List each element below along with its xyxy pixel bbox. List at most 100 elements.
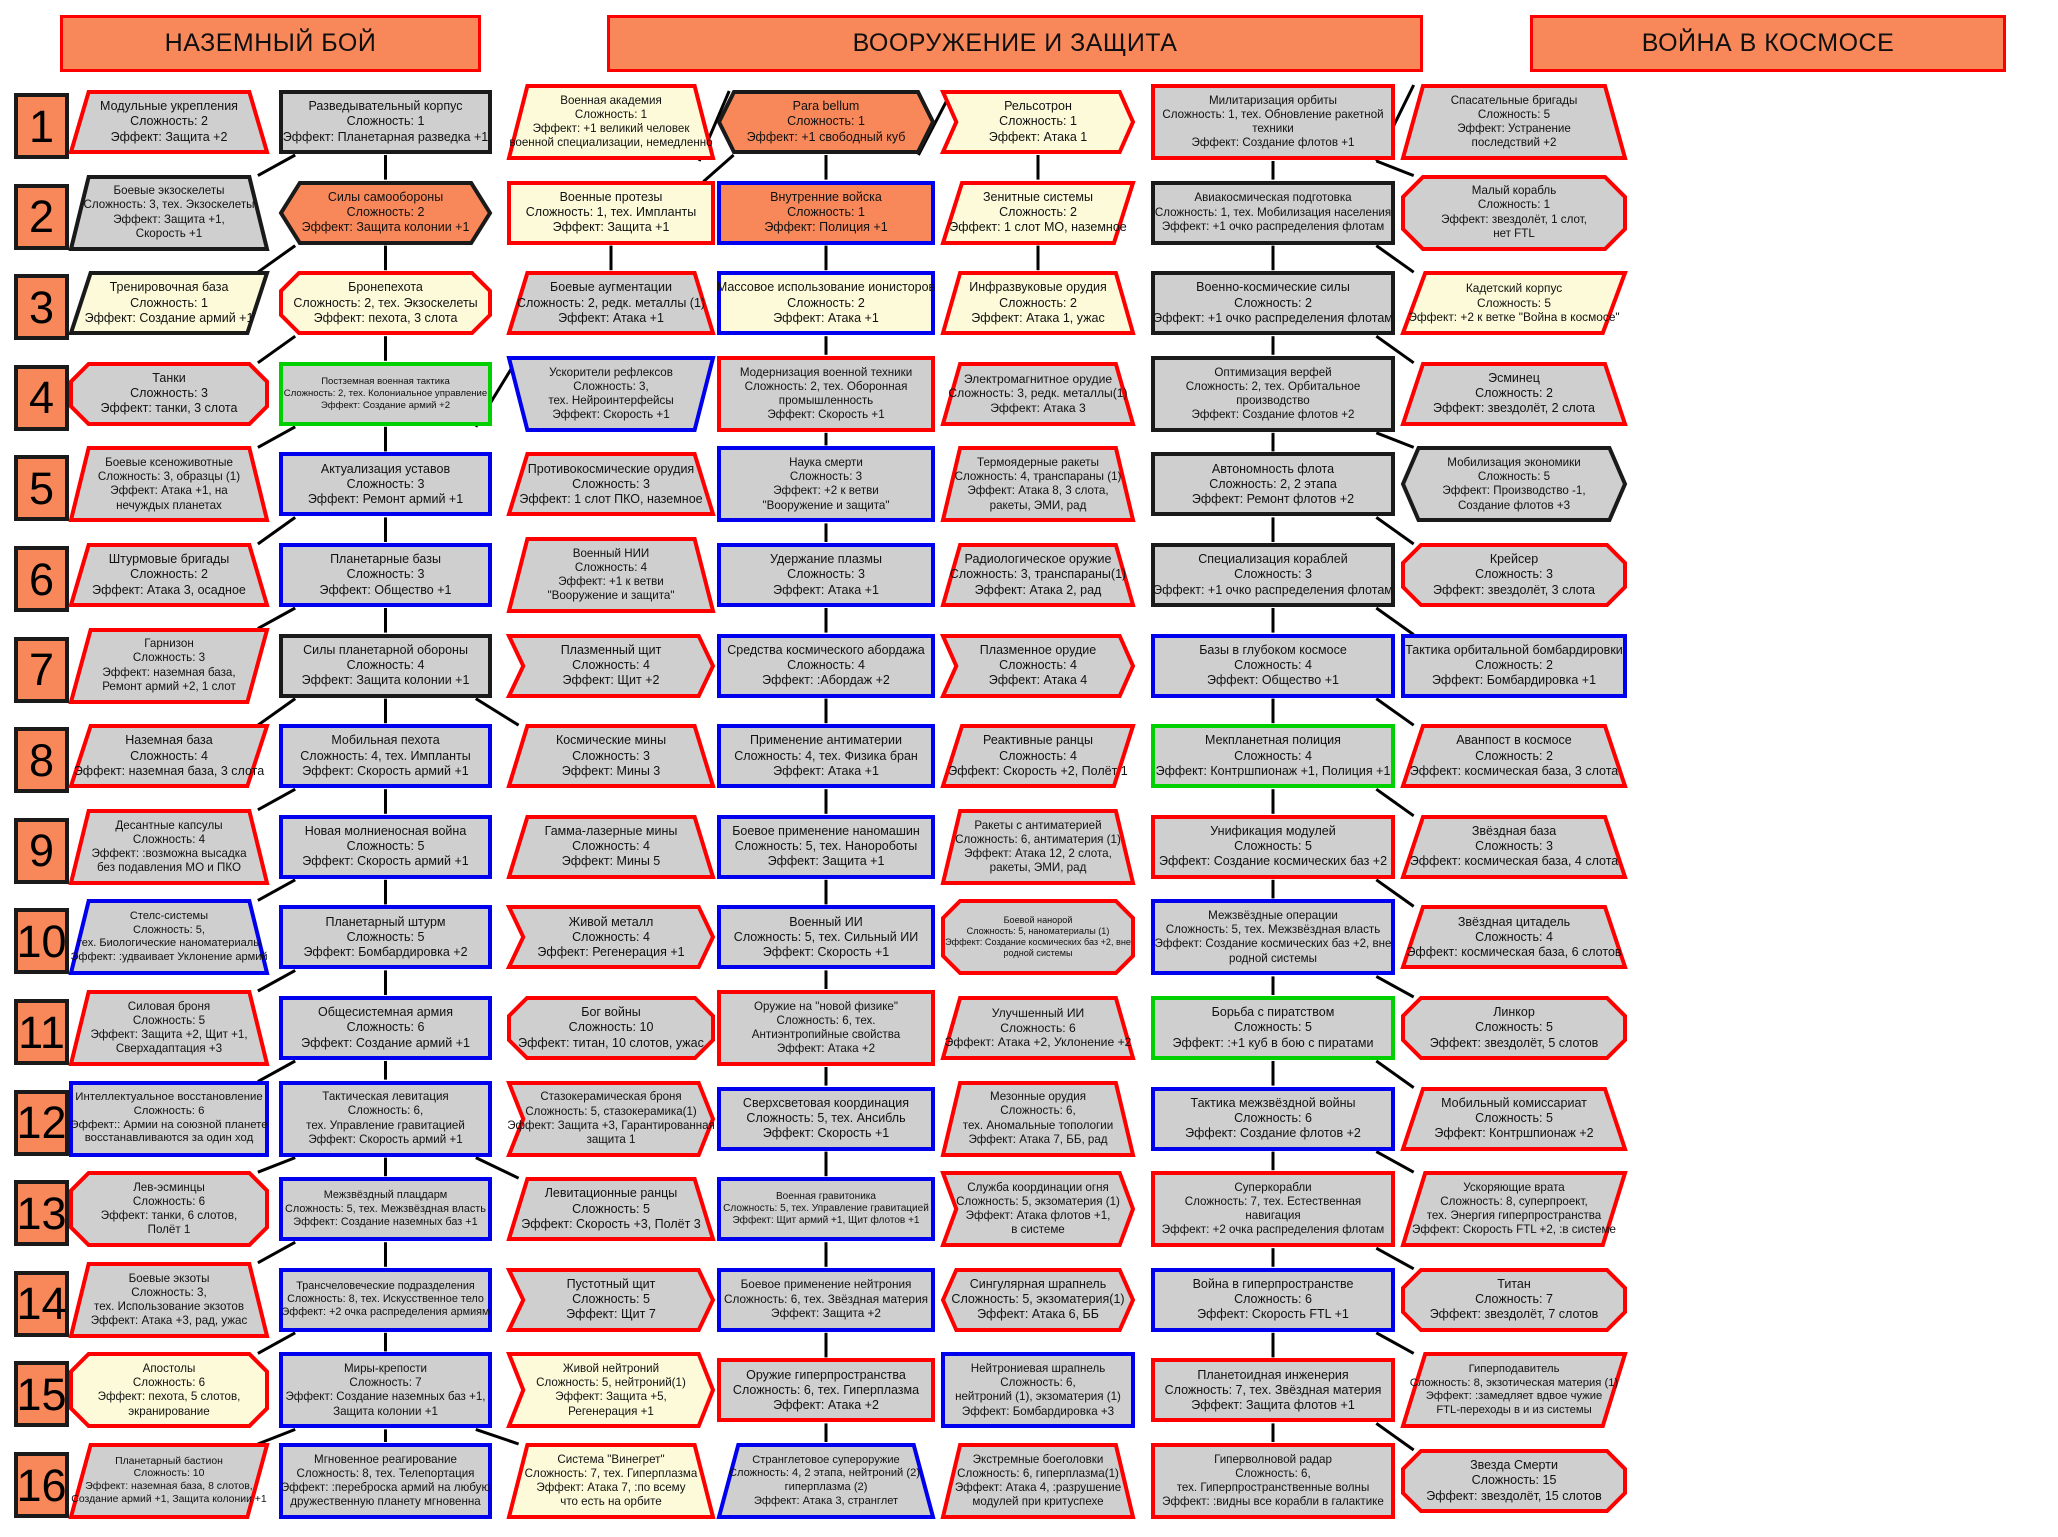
tech-node-s16a[interactable]: Гиперволновой радар Сложность: 6, тех. Гип… bbox=[1150, 1442, 1396, 1520]
tech-node-w2c[interactable]: Зенитные системы Сложность: 2 Эффект: 1 сл… bbox=[940, 180, 1136, 246]
tech-node-w11b[interactable]: Оружие на "новой физике" Сложность: 6, те… bbox=[716, 989, 936, 1067]
tech-node-w1a[interactable]: Военная академия Сложность: 1 Эффект: +1 в… bbox=[506, 83, 716, 161]
tech-node-w13b[interactable]: Военная гравитоника Сложность: 5, тех. Уп… bbox=[716, 1176, 936, 1242]
tech-node-w14b[interactable]: Боевое применение нейтрония Сложность: 6,… bbox=[716, 1267, 936, 1333]
tech-node-s13a[interactable]: Суперкорабли Сложность: 7, тех. Естествен… bbox=[1150, 1170, 1396, 1248]
tech-node-w12a[interactable]: Стазокерамическая броня Сложность: 5, ста… bbox=[506, 1080, 716, 1158]
tech-node-w7b[interactable]: Средства космического абордажа Сложность:… bbox=[716, 633, 936, 699]
tech-node-w3b[interactable]: Массовое использование ионисторов Сложнос… bbox=[716, 270, 936, 336]
tech-node-g15a[interactable]: Апостолы Сложность: 6 Эффект: пехота, 5 сл… bbox=[68, 1351, 270, 1429]
tech-node-s15a[interactable]: Планетоидная инженерия Сложность: 7, тех.… bbox=[1150, 1357, 1396, 1423]
tech-node-s12a[interactable]: Тактика межзвёздной войны Сложность: 6 Эфф… bbox=[1150, 1086, 1396, 1152]
tech-node-s7a[interactable]: Базы в глубоком космосе Сложность: 4 Эффек… bbox=[1150, 633, 1396, 699]
tech-node-s3b[interactable]: Кадетский корпус Сложность: 5 Эффект: +2 к… bbox=[1400, 270, 1628, 336]
tech-node-s5a[interactable]: Автономность флота Сложность: 2, 2 этапа Э… bbox=[1150, 451, 1396, 517]
tech-node-g5b[interactable]: Актуализация уставов Сложность: 3 Эффект: … bbox=[278, 451, 493, 517]
tech-node-g8b[interactable]: Мобильная пехота Сложность: 4, тех. Импла… bbox=[278, 723, 493, 789]
tech-node-g7a[interactable]: Гарнизон Сложность: 3 Эффект: наземная баз… bbox=[68, 627, 270, 705]
tech-node-g2a[interactable]: Боевые экзоскелеты Сложность: 3, тех. Экз… bbox=[68, 174, 270, 252]
tech-node-s12b[interactable]: Мобильный комиссариат Сложность: 5 Эффект:… bbox=[1400, 1086, 1628, 1152]
tech-node-s10a[interactable]: Межзвёздные операции Сложность: 5, тех. М… bbox=[1150, 898, 1396, 976]
tech-node-s1a[interactable]: Милитаризация орбиты Сложность: 1, тех. О… bbox=[1150, 83, 1396, 161]
tech-node-w9c[interactable]: Ракеты с антиматерией Сложность: 6, антим… bbox=[940, 808, 1136, 886]
tech-node-g2b[interactable]: Силы самообороны Сложность: 2 Эффект: Защи… bbox=[278, 180, 493, 246]
tech-node-w15a[interactable]: Живой нейтроний Сложность: 5, нейтроний(1… bbox=[506, 1351, 716, 1429]
tech-node-w2a[interactable]: Военные протезы Сложность: 1, тех. Имплан… bbox=[506, 180, 716, 246]
tech-node-s6a[interactable]: Специализация кораблей Сложность: 3 Эффект… bbox=[1150, 542, 1396, 608]
tech-node-g4a[interactable]: Танки Сложность: 3 Эффект: танки, 3 слота bbox=[68, 361, 270, 427]
tech-node-w14c[interactable]: Сингулярная шрапнель Сложность: 5, экзома… bbox=[940, 1267, 1136, 1333]
tech-node-s6b[interactable]: Крейсер Сложность: 3 Эффект: звездолёт, 3 … bbox=[1400, 542, 1628, 608]
tech-node-g9b[interactable]: Новая молниеносная война Сложность: 5 Эффе… bbox=[278, 814, 493, 880]
tech-node-g9a[interactable]: Десантные капсулы Сложность: 4 Эффект: :во… bbox=[68, 808, 270, 886]
tech-node-g5a[interactable]: Боевые ксеноживотные Сложность: 3, образц… bbox=[68, 445, 270, 523]
tech-node-g13a[interactable]: Лев-эсминцы Сложность: 6 Эффект: танки, 6 … bbox=[68, 1170, 270, 1248]
tech-node-w10a[interactable]: Живой металл Сложность: 4 Эффект: Регенера… bbox=[505, 904, 716, 970]
tech-node-w5b[interactable]: Наука смерти Сложность: 3 Эффект: +2 к вет… bbox=[716, 445, 936, 523]
tech-node-g13b[interactable]: Межзвёздный плацдарм Сложность: 5, тех. М… bbox=[278, 1176, 493, 1242]
tech-node-w15b[interactable]: Оружие гиперпространства Сложность: 6, те… bbox=[716, 1357, 936, 1423]
tech-node-w11c[interactable]: Улучшенный ИИ Сложность: 6 Эффект: Атака +… bbox=[940, 995, 1136, 1061]
tech-node-g16a[interactable]: Планетарный бастион Сложность: 10 Эффект: … bbox=[68, 1442, 270, 1520]
tech-node-g14b[interactable]: Трансчеловеческие подразделения Сложность… bbox=[278, 1267, 493, 1333]
tech-node-s16b[interactable]: Звезда Смерти Сложность: 15 Эффект: звездо… bbox=[1400, 1448, 1628, 1514]
tech-node-s14b[interactable]: Титан Сложность: 7 Эффект: звездолёт, 7 сл… bbox=[1400, 1267, 1628, 1333]
tech-node-g11b[interactable]: Общесистемная армия Сложность: 6 Эффект: С… bbox=[278, 995, 493, 1061]
tech-node-w10b[interactable]: Военный ИИ Сложность: 5, тех. Сильный ИИ Э… bbox=[716, 904, 936, 970]
tech-node-w3c[interactable]: Инфразвуковые орудия Сложность: 2 Эффект: … bbox=[940, 270, 1136, 336]
tech-node-w8b[interactable]: Применение антиматерии Сложность: 4, тех.… bbox=[716, 723, 936, 789]
tech-node-w14a[interactable]: Пустотный щит Сложность: 5 Эффект: Щит 7 bbox=[505, 1267, 716, 1333]
tech-node-w2b[interactable]: Внутренние войска Сложность: 1 Эффект: Пол… bbox=[716, 180, 936, 246]
tech-node-g8a[interactable]: Наземная база Сложность: 4 Эффект: наземна… bbox=[68, 723, 270, 789]
tech-node-w5a[interactable]: Противокосмические орудия Сложность: 3 Эфф… bbox=[506, 451, 716, 517]
tech-node-s8b[interactable]: Аванпост в космосе Сложность: 2 Эффект: ко… bbox=[1400, 723, 1628, 789]
tech-node-s10b[interactable]: Звёздная цитадель Сложность: 4 Эффект: кос… bbox=[1400, 904, 1628, 970]
tech-node-w4a[interactable]: Ускорители рефлексов Сложность: 3, тех. Не… bbox=[506, 355, 716, 433]
tech-node-w5c[interactable]: Термоядерные ракеты Сложность: 4, транспа… bbox=[940, 445, 1136, 523]
tech-node-w7a[interactable]: Плазменный щит Сложность: 4 Эффект: Щит +2 bbox=[505, 633, 716, 699]
tech-node-s3a[interactable]: Военно-космические силы Сложность: 2 Эффек… bbox=[1150, 270, 1396, 336]
tech-node-s4a[interactable]: Оптимизация верфей Сложность: 2, тех. Орб… bbox=[1150, 355, 1396, 433]
tech-node-w9b[interactable]: Боевое применение наномашин Сложность: 5,… bbox=[716, 814, 936, 880]
tech-node-w4b[interactable]: Модернизация военной техники Сложность: 2… bbox=[716, 355, 936, 433]
tech-node-w6a[interactable]: Военный НИИ Сложность: 4 Эффект: +1 к ветв… bbox=[506, 536, 716, 614]
tech-node-s9b[interactable]: Звёздная база Сложность: 3 Эффект: космиче… bbox=[1400, 814, 1628, 880]
tech-node-w3a[interactable]: Боевые аугментации Сложность: 2, редк. ме… bbox=[506, 270, 716, 336]
tech-node-g15b[interactable]: Миры-крепости Сложность: 7 Эффект: Создани… bbox=[278, 1351, 493, 1429]
tech-node-w13c[interactable]: Служба координации огня Сложность: 5, экз… bbox=[940, 1170, 1136, 1248]
tech-node-s14a[interactable]: Война в гиперпространстве Сложность: 6 Эфф… bbox=[1150, 1267, 1396, 1333]
tech-node-g10a[interactable]: Стелс-системы Сложность: 5, тех. Биологиче… bbox=[68, 898, 270, 976]
tech-node-g3b[interactable]: Бронепехота Сложность: 2, тех. Экзоскелет… bbox=[278, 270, 493, 336]
tech-node-g10b[interactable]: Планетарный штурм Сложность: 5 Эффект: Бом… bbox=[278, 904, 493, 970]
tech-node-w1b[interactable]: Para bellum Сложность: 1 Эффект: +1 свобод… bbox=[716, 89, 936, 155]
tech-node-w16c[interactable]: Экстремные боеголовки Сложность: 6, гипер… bbox=[940, 1442, 1136, 1520]
tech-node-w16a[interactable]: Система "Винегрет" Сложность: 7, тех. Гип… bbox=[506, 1442, 716, 1520]
tech-node-g1a[interactable]: Модульные укрепления Сложность: 2 Эффект: … bbox=[68, 89, 270, 155]
tech-node-s13b[interactable]: Ускоряющие врата Сложность: 8, суперпроек… bbox=[1400, 1170, 1628, 1248]
tech-node-g3a[interactable]: Тренировочная база Сложность: 1 Эффект: Со… bbox=[68, 270, 270, 336]
tech-node-g11a[interactable]: Силовая броня Сложность: 5 Эффект: Защита … bbox=[68, 989, 270, 1067]
tech-node-s11b[interactable]: Линкор Сложность: 5 Эффект: звездолёт, 5 с… bbox=[1400, 995, 1628, 1061]
tech-node-w12b[interactable]: Сверхсветовая координация Сложность: 5, т… bbox=[716, 1086, 936, 1152]
tech-node-g4b[interactable]: Постземная военная тактика Сложность: 2, … bbox=[278, 361, 493, 427]
tech-node-s4b[interactable]: Эсминец Сложность: 2 Эффект: звездолёт, 2 … bbox=[1400, 361, 1628, 427]
tech-node-w13a[interactable]: Левитационные ранцы Сложность: 5 Эффект: С… bbox=[506, 1176, 716, 1242]
tech-node-s8a[interactable]: Мекпланетная полиция Сложность: 4 Эффект: … bbox=[1150, 723, 1396, 789]
tech-node-w8a[interactable]: Космические мины Сложность: 3 Эффект: Мины… bbox=[506, 723, 716, 789]
tech-node-g6a[interactable]: Штурмовые бригады Сложность: 2 Эффект: Ата… bbox=[68, 542, 270, 608]
tech-node-w4c[interactable]: Электромагнитное орудие Сложность: 3, ред… bbox=[940, 361, 1136, 427]
tech-node-g14a[interactable]: Боевые экзоты Сложность: 3, тех. Использов… bbox=[68, 1261, 270, 1339]
tech-node-w1c[interactable]: Рельсотрон Сложность: 1 Эффект: Атака 1 bbox=[939, 89, 1136, 155]
tech-node-g12a[interactable]: Интеллектуальное восстановление Сложность… bbox=[68, 1080, 270, 1158]
tech-node-s15b[interactable]: Гиперподавитель Сложность: 8, экзотическа… bbox=[1400, 1351, 1628, 1429]
tech-node-g1b[interactable]: Разведывательный корпус Сложность: 1 Эффек… bbox=[278, 89, 493, 155]
tech-node-s1b[interactable]: Спасательные бригады Сложность: 5 Эффект: … bbox=[1400, 83, 1628, 161]
tech-node-g7b[interactable]: Силы планетарной обороны Сложность: 4 Эффе… bbox=[278, 633, 493, 699]
tech-node-s2b[interactable]: Малый корабль Сложность: 1 Эффект: звездол… bbox=[1400, 174, 1628, 252]
tech-node-w15c[interactable]: Нейтрониевая шрапнель Сложность: 6, нейтро… bbox=[940, 1351, 1136, 1429]
tech-node-w9a[interactable]: Гамма-лазерные мины Сложность: 4 Эффект: М… bbox=[506, 814, 716, 880]
tech-node-w16b[interactable]: Странглетовое супероружие Сложность: 4, 2… bbox=[716, 1442, 936, 1520]
tech-node-s5b[interactable]: Мобилизация экономики Сложность: 5 Эффект:… bbox=[1400, 445, 1628, 523]
tech-node-s11a[interactable]: Борьба с пиратством Сложность: 5 Эффект: :… bbox=[1150, 995, 1396, 1061]
tech-node-w6c[interactable]: Радиологическое оружие Сложность: 3, тран… bbox=[940, 542, 1136, 608]
